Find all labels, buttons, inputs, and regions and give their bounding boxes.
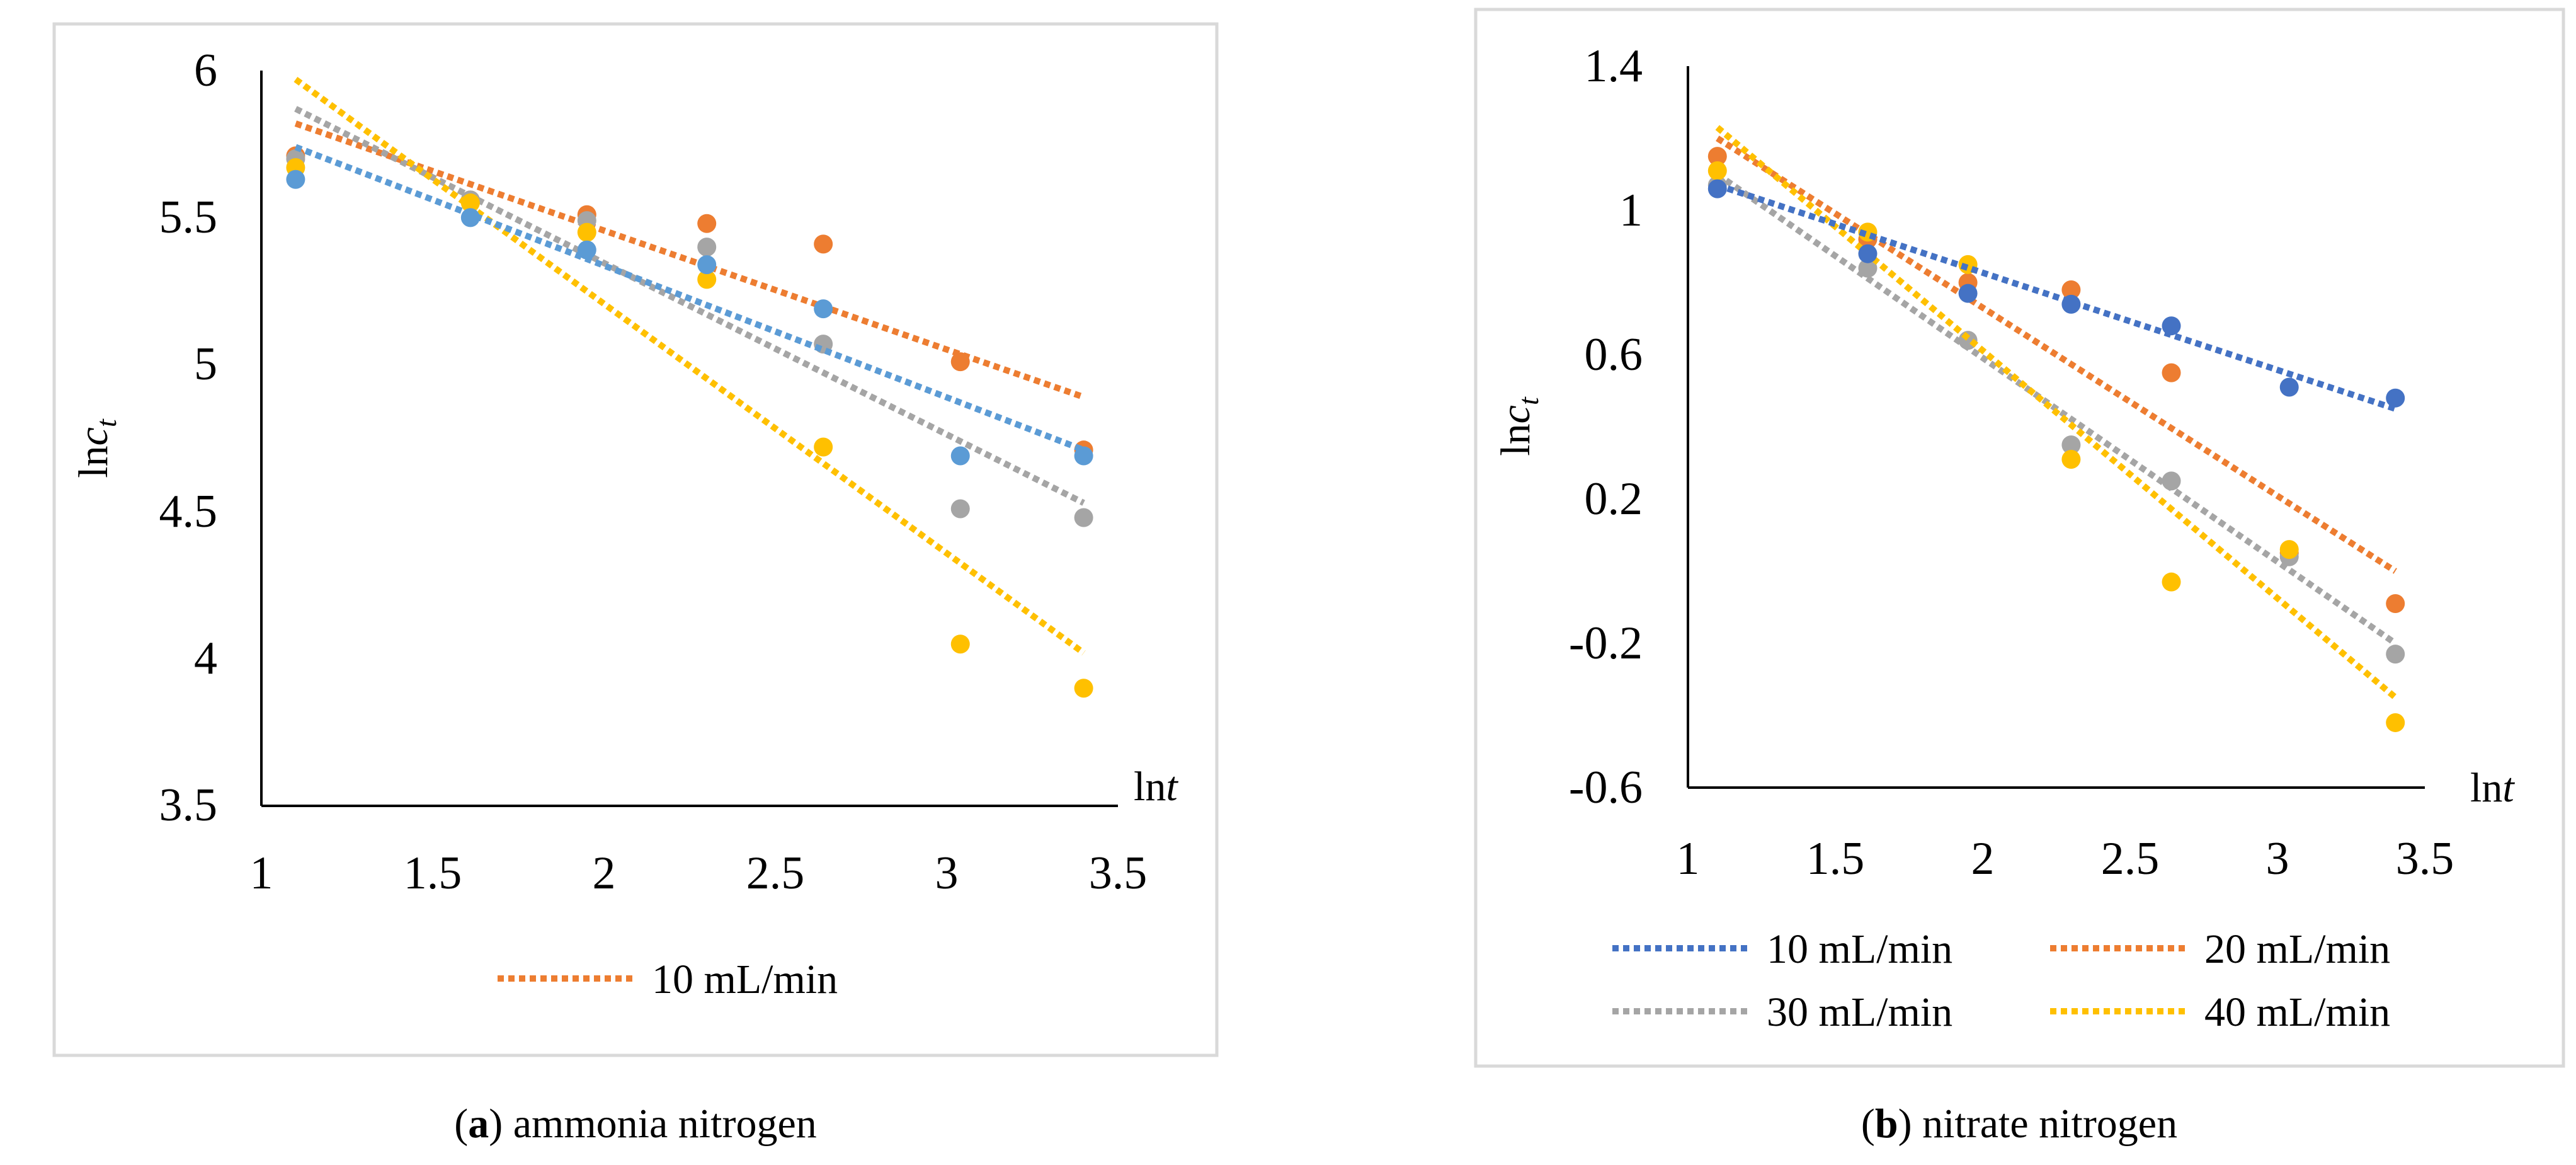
y-tick-label: 0.2: [1585, 473, 1643, 525]
trendline-10-ml-min: [1716, 182, 2396, 412]
data-point-40-ml-min: [2061, 450, 2081, 469]
data-point-10-ml-min: [460, 208, 480, 227]
panel-a-y-axis-label: lnct: [71, 418, 122, 478]
data-point-30-ml-min: [1074, 508, 1093, 527]
data-point-10-ml-min: [2386, 388, 2405, 408]
legend-label: 20 mL/min: [2204, 926, 2390, 972]
panel-b-x-ticks: 1 1.5 2 2.5 3 3.5: [1677, 833, 2454, 885]
data-point-40-ml-min: [2386, 713, 2405, 732]
data-point-30-ml-min: [2061, 435, 2081, 455]
data-point-30-ml-min: [1858, 258, 1878, 278]
y-tick-label: 5.5: [159, 192, 218, 243]
y-tick-label: -0.6: [1569, 762, 1643, 813]
data-point-10-ml-min: [950, 446, 970, 466]
x-tick-label: 1: [250, 847, 273, 899]
data-point-40-ml-min: [577, 222, 596, 242]
panel-a-x-ticks: 1 1.5 2 2.5 3 3.5: [250, 847, 1148, 899]
panel-b-x-axis-label: lnt: [2470, 765, 2515, 811]
panel-b-plot-area: [1707, 125, 2405, 732]
data-point-30-ml-min: [697, 238, 717, 257]
data-point-10-ml-min: [577, 240, 596, 260]
x-tick-label: 2: [1971, 833, 1995, 885]
y-tick-label: 1.4: [1585, 40, 1643, 92]
x-tick-label: 3.5: [2396, 833, 2454, 885]
data-point-10-ml-min: [814, 299, 833, 319]
legend-label: 30 mL/min: [1767, 989, 1952, 1035]
panel-a-caption: (a) ammonia nitrogen: [454, 1101, 817, 1147]
x-tick-label: 3.5: [1089, 847, 1148, 899]
x-tick-label: 1.5: [404, 847, 462, 899]
legend-label: 40 mL/min: [2204, 989, 2390, 1035]
panel-a-y-ticks: 6 5.5 5 4.5 4 3.5: [159, 45, 218, 831]
data-point-10-ml-min: [1074, 446, 1093, 466]
panel-a-plot-area: [286, 76, 1093, 698]
data-point-40-ml-min: [1074, 679, 1093, 698]
y-tick-label: 4.5: [159, 486, 218, 537]
legend-label: 10 mL/min: [652, 956, 838, 1002]
trendline-20-ml-min: [1716, 135, 2397, 574]
x-tick-label: 1.5: [1806, 833, 1865, 885]
x-tick-label: 3: [2266, 833, 2289, 885]
panel-b-y-axis-label: lnct: [1493, 396, 1544, 456]
legend-label: 10 mL/min: [1767, 926, 1952, 972]
panel-b-frame: [1474, 8, 2565, 1068]
trendline-40-ml-min: [1715, 125, 2398, 700]
y-tick-label: 5: [194, 338, 217, 390]
data-point-30-ml-min: [950, 499, 970, 519]
data-point-10-ml-min: [2162, 316, 2181, 336]
data-point-20-ml-min: [950, 352, 970, 372]
data-point-40-ml-min: [2279, 540, 2299, 560]
y-tick-label: -0.2: [1569, 617, 1643, 669]
y-tick-label: 4: [194, 633, 217, 684]
data-point-40-ml-min: [2162, 572, 2181, 592]
panel-b-caption: (b) nitrate nitrogen: [1861, 1101, 2177, 1147]
data-point-10-ml-min: [1958, 284, 1978, 303]
x-tick-label: 2.5: [2101, 833, 2160, 885]
data-point-40-ml-min: [1707, 161, 1727, 181]
y-tick-label: 1: [1619, 185, 1643, 236]
data-point-10-ml-min: [697, 255, 717, 275]
x-tick-label: 3: [935, 847, 959, 899]
panel-b-nitrate-nitrogen: 1.4 1 0.6 0.2 -0.2 -0.6 1 1.5 2 2.5 3 3.…: [1474, 8, 2565, 1147]
x-tick-label: 1: [1677, 833, 1700, 885]
trendline-30-ml-min: [294, 106, 1085, 506]
trendline-10-ml-min: [294, 144, 1085, 453]
panel-a-x-axis-label: lnt: [1134, 764, 1178, 810]
data-point-30-ml-min: [2386, 645, 2405, 664]
data-point-10-ml-min: [286, 169, 305, 189]
data-point-40-ml-min: [460, 193, 480, 213]
data-point-40-ml-min: [814, 437, 833, 457]
panel-b-legend: 10 mL/min 20 mL/min 30 mL/min 40 mL/min: [1612, 926, 2390, 1035]
data-point-10-ml-min: [2061, 294, 2081, 314]
data-point-20-ml-min: [2061, 280, 2081, 299]
data-point-20-ml-min: [2162, 363, 2181, 382]
data-point-10-ml-min: [1858, 244, 1878, 263]
y-tick-label: 6: [194, 45, 217, 96]
panel-b-y-ticks: 1.4 1 0.6 0.2 -0.2 -0.6: [1569, 40, 1643, 813]
data-point-40-ml-min: [950, 634, 970, 654]
x-tick-label: 2.5: [746, 847, 805, 899]
data-point-20-ml-min: [2386, 594, 2405, 614]
data-point-30-ml-min: [2162, 471, 2181, 491]
x-tick-label: 2: [593, 847, 616, 899]
panel-a-ammonia-nitrogen: 6 5.5 5 4.5 4 3.5 1 1.5 2 2.5 3 3.5 lnt …: [52, 22, 1219, 1147]
panel-a-legend: 10 mL/min: [498, 956, 838, 1002]
y-tick-label: 0.6: [1585, 329, 1643, 381]
data-point-40-ml-min: [697, 270, 717, 289]
data-point-20-ml-min: [1707, 147, 1727, 166]
data-point-20-ml-min: [814, 234, 833, 254]
y-tick-label: 3.5: [159, 779, 218, 831]
trendline-40-ml-min: [294, 76, 1086, 656]
data-point-20-ml-min: [697, 214, 717, 233]
data-point-10-ml-min: [1707, 179, 1727, 198]
panel-a-frame: [52, 22, 1219, 1057]
data-point-10-ml-min: [2279, 377, 2299, 397]
